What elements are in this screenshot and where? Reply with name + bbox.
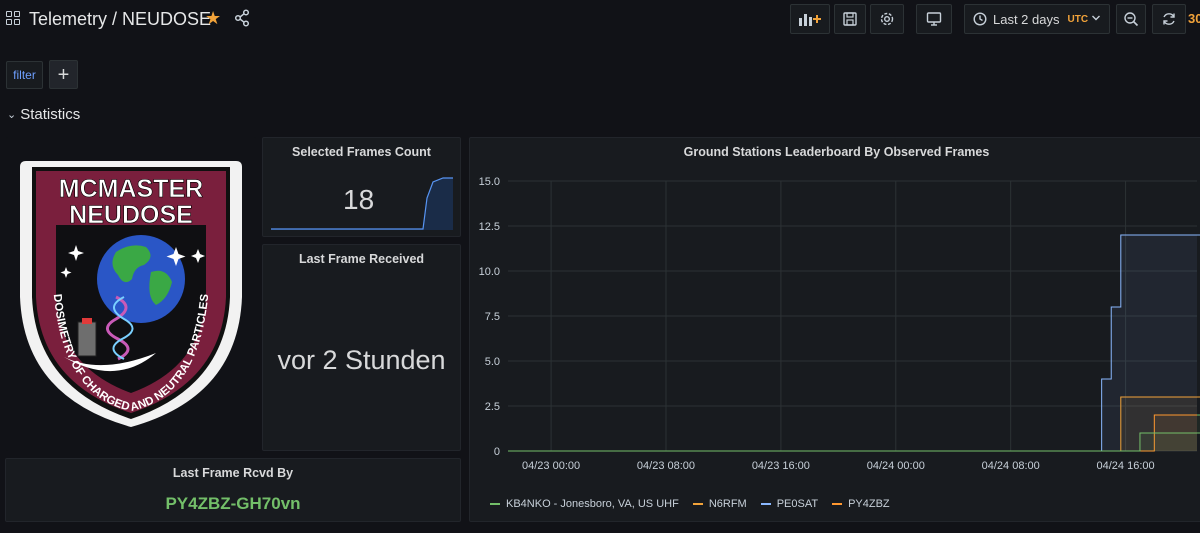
legend-item[interactable]: KB4NKO - Jonesboro, VA, US UHF	[490, 498, 679, 510]
panel-title: Ground Stations Leaderboard By Observed …	[683, 145, 990, 159]
timezone-badge: UTC	[1067, 13, 1089, 25]
settings-button[interactable]	[870, 4, 904, 34]
filter-variable[interactable]: filter	[6, 61, 43, 89]
y-tick-label: 15.0	[479, 176, 500, 188]
row-header-statistics[interactable]: ⌄ Statistics	[7, 106, 80, 123]
y-tick-label: 10.0	[479, 266, 500, 278]
save-icon	[843, 12, 857, 26]
y-tick-label: 5.0	[485, 356, 500, 368]
add-filter-button[interactable]: +	[49, 60, 78, 89]
refresh-icon	[1163, 13, 1175, 25]
top-bar: Telemetry / NEUDOSE ★	[0, 0, 1200, 38]
series-line	[508, 396, 1200, 452]
legend-swatch	[692, 503, 703, 505]
x-tick-label: 04/23 00:00	[522, 460, 580, 472]
x-tick-label: 04/24 00:00	[867, 460, 925, 472]
stat-value: vor 2 Stunden	[277, 345, 446, 375]
star-icon[interactable]: ★	[205, 8, 222, 28]
tv-mode-button[interactable]	[916, 4, 952, 34]
legend-label: N6RFM	[708, 498, 747, 510]
series-area	[508, 415, 1200, 451]
series-area	[508, 415, 1200, 451]
legend-swatch	[760, 503, 771, 505]
dashboard-title[interactable]: Telemetry / NEUDOSE	[29, 9, 212, 29]
monitor-icon	[926, 12, 942, 26]
series-area	[508, 397, 1200, 451]
patch-text-neudose: NEUDOSE	[69, 201, 193, 229]
time-range-label: Last 2 days	[993, 11, 1060, 27]
x-tick-label: 04/24 08:00	[982, 460, 1040, 472]
legend-swatch	[490, 503, 500, 505]
ground-stations-leaderboard-panel[interactable]: Ground Stations Leaderboard By Observed …	[469, 137, 1200, 522]
panel-title: Last Frame Rcvd By	[172, 466, 294, 480]
chevron-down-icon	[1092, 15, 1100, 21]
x-tick-label: 04/23 08:00	[637, 460, 695, 472]
leaderboard-chart: 0 2.5 5.0 7.5 10.0 12.5 15.0 04/23 00:00 04/23 0…	[479, 176, 1200, 472]
zoom-out-button[interactable]	[1116, 4, 1146, 34]
logo-panel: MCMASTER NEUDOSE DOSIMETRY OF CHARGED AN…	[6, 137, 256, 451]
legend-item[interactable]: N6RFM	[692, 498, 747, 510]
refresh-interval[interactable]: 30	[1188, 11, 1200, 26]
x-tick-label: 04/23 16:00	[752, 460, 810, 472]
zoom-out-icon	[1124, 12, 1139, 27]
chart-legend: KB4NKO - Jonesboro, VA, US UHF N6RFM PE0SA…	[490, 498, 890, 510]
series-line	[508, 414, 1200, 452]
legend-swatch	[832, 503, 843, 505]
add-panel-button[interactable]	[790, 4, 830, 34]
y-tick-label: 2.5	[485, 401, 500, 413]
add-panel-icon	[799, 14, 821, 26]
clock-icon	[973, 12, 987, 26]
y-tick-label: 0	[494, 446, 500, 458]
neudose-mission-patch: MCMASTER NEUDOSE DOSIMETRY OF CHARGED AN…	[20, 161, 242, 427]
series-line	[508, 234, 1200, 452]
series-line	[508, 414, 1200, 452]
refresh-button[interactable]	[1152, 4, 1186, 34]
sparkline	[271, 177, 453, 230]
y-tick-label: 7.5	[485, 311, 500, 323]
row-title: Statistics	[20, 106, 81, 123]
selected-frames-panel[interactable]: Selected Frames Count 18	[262, 137, 461, 237]
panel-title: Last Frame Received	[298, 252, 425, 266]
dashboards-grid-icon[interactable]	[6, 11, 20, 25]
stat-value: 18	[343, 184, 375, 215]
panel-title: Selected Frames Count	[292, 145, 431, 159]
series-area	[508, 235, 1200, 451]
legend-label: PY4ZBZ	[848, 498, 890, 510]
time-range-picker[interactable]: Last 2 days UTC	[964, 4, 1110, 34]
share-icon[interactable]	[234, 9, 250, 27]
gear-icon	[880, 12, 894, 26]
legend-label: PE0SAT	[776, 498, 819, 510]
last-frame-received-panel[interactable]: Last Frame Received vor 2 Stunden	[262, 244, 461, 451]
save-dashboard-button[interactable]	[834, 4, 866, 34]
legend-label: KB4NKO - Jonesboro, VA, US UHF	[506, 498, 679, 510]
chevron-down-icon: ⌄	[7, 109, 17, 121]
patch-text-mcmaster: MCMASTER	[59, 175, 203, 203]
legend-item[interactable]: PE0SAT	[760, 498, 819, 510]
stat-value: PY4ZBZ-GH70vn	[165, 494, 301, 513]
x-tick-label: 04/24 16:00	[1097, 460, 1155, 472]
legend-item[interactable]: PY4ZBZ	[832, 498, 890, 510]
y-tick-label: 12.5	[479, 221, 500, 233]
last-frame-rcvd-by-panel[interactable]: Last Frame Rcvd By PY4ZBZ-GH70vn	[5, 458, 461, 522]
